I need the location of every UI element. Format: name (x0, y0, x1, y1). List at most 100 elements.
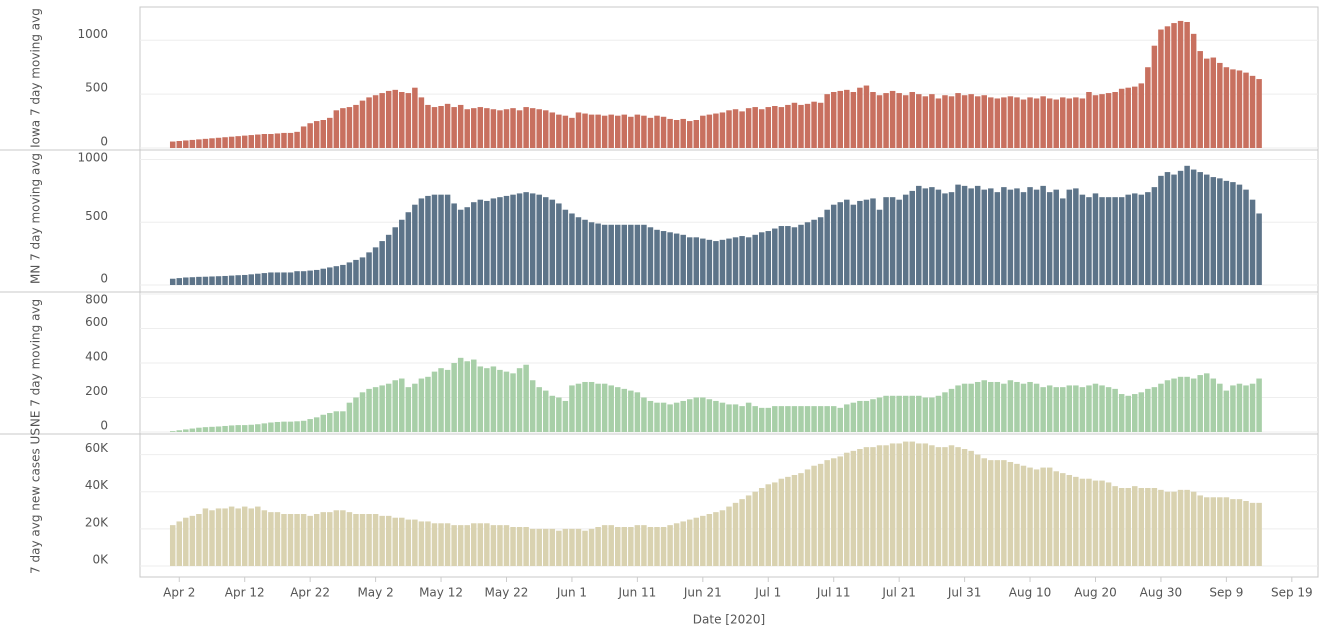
bar (1014, 381, 1020, 432)
bar (935, 447, 942, 566)
bar (1073, 188, 1079, 285)
y-tick-label: 600 (85, 315, 108, 329)
bar (837, 202, 844, 285)
bar (889, 90, 896, 148)
bar (922, 188, 929, 285)
bar (464, 525, 470, 566)
bar (614, 224, 621, 285)
bar (543, 197, 549, 285)
bar (313, 121, 320, 148)
x-tick-label: May 22 (485, 586, 529, 600)
bar (1099, 480, 1105, 566)
bar (457, 525, 464, 566)
bar (510, 373, 516, 432)
bar (1086, 478, 1092, 566)
bar (902, 194, 909, 285)
bar (1184, 165, 1190, 285)
bar (359, 514, 366, 566)
bar (1243, 501, 1249, 566)
bar (628, 527, 634, 566)
bar (1092, 383, 1099, 432)
bar (196, 427, 202, 432)
bar (647, 527, 654, 566)
bar (372, 247, 379, 285)
bar (1073, 385, 1079, 432)
bar (1171, 378, 1177, 432)
bar (1112, 388, 1118, 432)
bar (804, 406, 811, 432)
bar (431, 371, 438, 432)
bar (222, 137, 228, 148)
bar (1145, 67, 1151, 148)
bar (176, 430, 183, 432)
bar (1033, 189, 1040, 285)
y-tick-label: 200 (85, 384, 108, 398)
y-tick-label: 40K (85, 478, 109, 492)
bar (320, 120, 326, 148)
bar (1203, 174, 1210, 285)
bar (444, 523, 451, 566)
bar (902, 395, 909, 432)
bar (464, 207, 470, 285)
bar (451, 525, 457, 566)
y-tick-label: 0 (100, 272, 108, 286)
bar (1092, 95, 1099, 148)
bar (850, 450, 857, 566)
bar (719, 239, 726, 285)
bar (628, 224, 634, 285)
bar (183, 277, 189, 285)
bar (438, 368, 444, 432)
bar (667, 232, 673, 285)
bar (667, 525, 673, 566)
bar (1197, 51, 1203, 149)
bar (169, 431, 176, 432)
bar (543, 390, 549, 432)
bar (758, 407, 765, 432)
bar (268, 512, 274, 566)
bar (523, 527, 529, 566)
bar (955, 385, 961, 432)
bar (353, 104, 359, 148)
y-axis-title: MN 7 day moving avg (29, 153, 43, 284)
bar (471, 108, 477, 148)
bar (1040, 185, 1046, 285)
bar (484, 108, 490, 148)
bar (549, 112, 556, 148)
bar (340, 108, 346, 148)
bar (1060, 198, 1066, 285)
bar (405, 387, 412, 432)
bar (353, 259, 359, 285)
bar (235, 508, 241, 566)
bar (261, 423, 268, 432)
bar (529, 380, 536, 432)
bar (863, 85, 870, 148)
bar (929, 445, 935, 566)
bar (569, 213, 575, 285)
bar (641, 397, 647, 432)
bar (1177, 376, 1184, 432)
bar (765, 484, 772, 566)
bar (1014, 463, 1020, 566)
bar (798, 406, 804, 432)
x-tick-label: Apr 12 (225, 586, 265, 600)
bar (248, 274, 255, 285)
bar (385, 234, 392, 285)
bar (1033, 98, 1040, 148)
bar (889, 197, 896, 285)
bar (673, 120, 680, 148)
bar (654, 527, 660, 566)
bar (575, 217, 582, 285)
bar (647, 117, 654, 148)
bar (1190, 491, 1197, 566)
bar (248, 508, 255, 566)
bar (176, 141, 183, 148)
bar (281, 272, 287, 285)
bar (916, 443, 922, 566)
bar (1138, 83, 1145, 148)
bar (477, 366, 484, 432)
bar (850, 402, 857, 432)
bar (307, 419, 313, 432)
bar (1014, 97, 1020, 148)
bar (732, 109, 739, 148)
bar (909, 190, 915, 285)
